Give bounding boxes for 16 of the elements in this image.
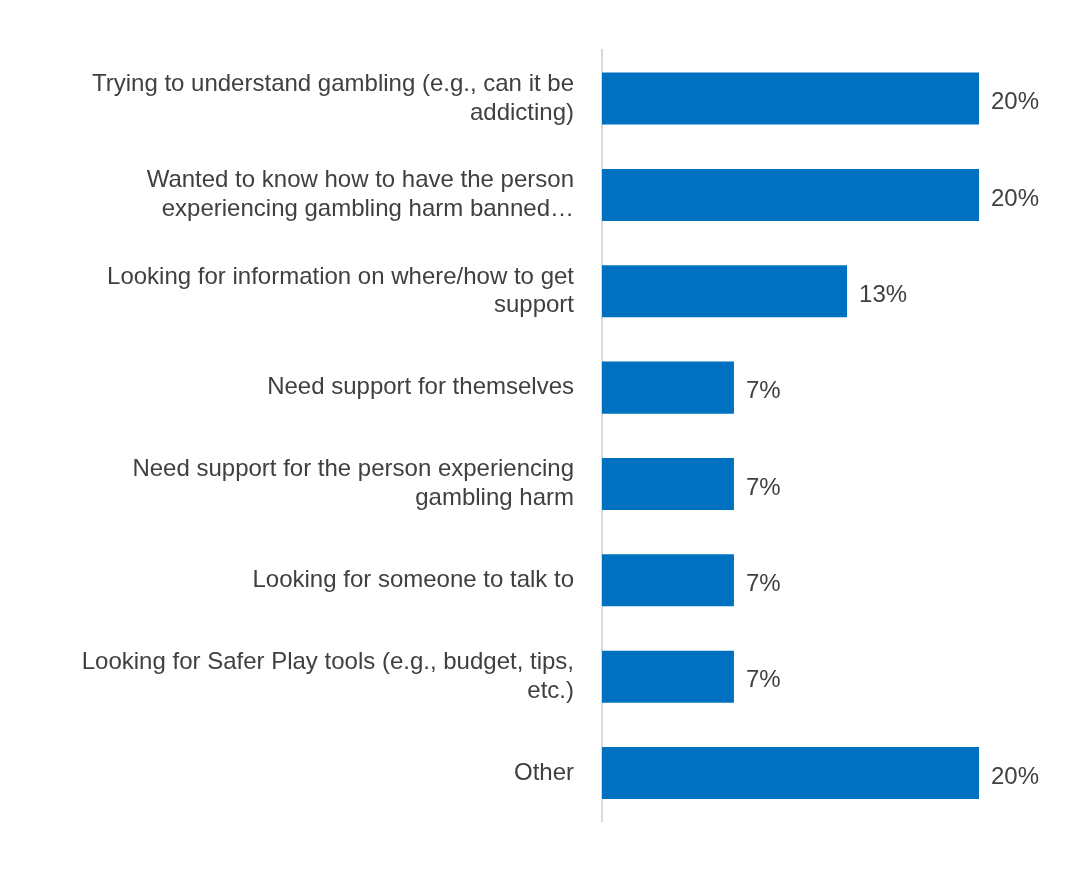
data-label: 7% — [745, 665, 781, 693]
y-tick-label: Trying to understand gambling (e.g., can it be addicting) — [91, 68, 574, 125]
data-label: 7% — [745, 472, 781, 500]
y-tick-label: Looking for Safer Play tools (e.g., budget, tips, etc.) — [81, 646, 574, 703]
y-tick-label: Looking for someone to talk to — [252, 564, 574, 592]
data-label: 20% — [991, 761, 1040, 789]
y-tick-label: Other — [513, 757, 574, 785]
y-tick-label: Looking for information on where/how to get support — [107, 261, 575, 318]
data-label: 7% — [745, 376, 781, 404]
y-tick-label: Need support for the person experiencing gambling harm — [132, 454, 574, 510]
data-label: 20% — [991, 87, 1040, 115]
data-label: 7% — [745, 568, 781, 596]
y-tick-label: Need support for themselves — [267, 372, 574, 400]
data-label: 13% — [859, 279, 908, 307]
data-label: 20% — [991, 183, 1040, 211]
y-tick-label: Wanted to know how to have the person experiencing gambling harm banned… — [146, 165, 574, 221]
